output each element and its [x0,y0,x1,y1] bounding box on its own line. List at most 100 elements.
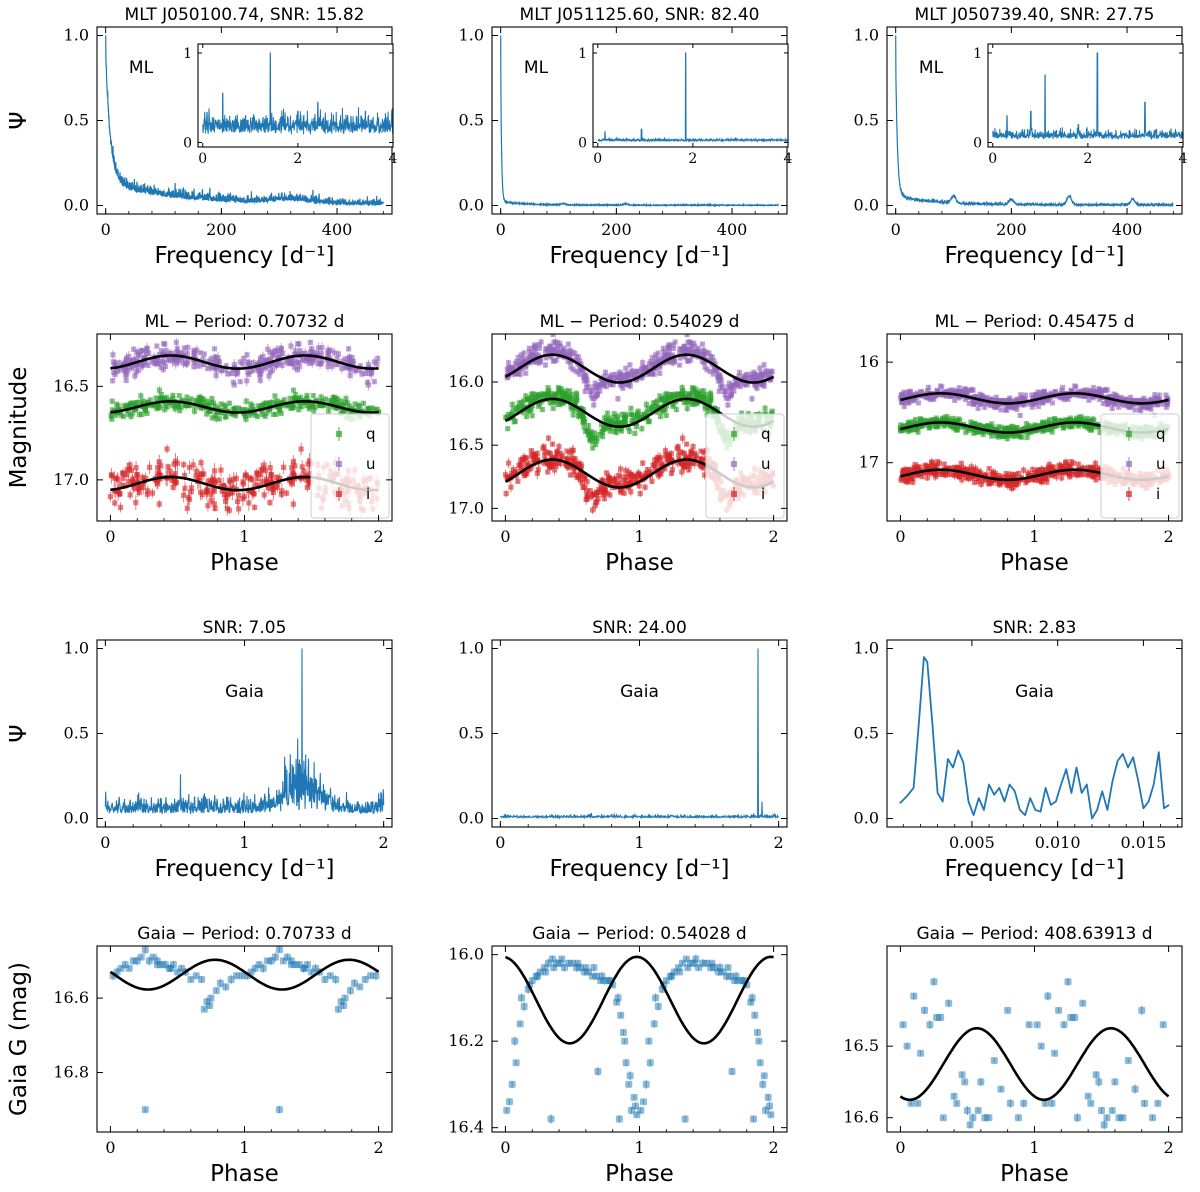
data-point [233,412,239,419]
data-point [684,441,690,447]
data-point [307,339,314,345]
data-point [340,358,346,364]
data-point [212,480,218,486]
data-point [509,411,515,418]
data-point [302,350,309,356]
data-point [127,462,133,468]
data-point [653,356,659,362]
panel-annotation: ML [129,58,154,78]
data-point [691,340,697,346]
data-point [576,412,582,418]
data-point [584,381,590,387]
data-point [369,405,376,411]
data-point [275,404,282,410]
data-point [139,474,146,480]
data-point [111,475,117,481]
data-point [206,402,212,409]
data-point [689,351,695,357]
data-point [158,348,164,354]
data-point [604,410,611,416]
data-point [509,401,515,407]
data-point [131,346,137,352]
data-point [518,352,525,358]
data-point [714,367,720,373]
data-point [230,411,236,417]
data-point [110,378,116,384]
data-point [678,393,685,400]
data-point [133,400,139,406]
data-point [230,485,236,491]
data-point [694,348,700,354]
data-point [233,475,239,481]
data-point [299,404,305,410]
data-point [706,399,712,405]
data-point [185,345,191,351]
data-point [655,360,661,366]
data-point [117,491,123,497]
data-point [123,471,130,478]
data-point [528,448,534,454]
data-point [112,500,118,506]
data-point [573,397,580,403]
data-point [515,354,521,361]
data-point [140,398,146,404]
data-point [591,430,598,436]
data-point [510,406,516,412]
data-point [681,348,687,355]
ytick-label: 0.0 [854,196,879,215]
data-point [223,494,229,500]
data-point [246,371,252,378]
data-point [344,400,350,406]
data-point [522,356,528,362]
data-point [615,396,621,402]
data-point [526,396,532,402]
data-point [710,371,716,377]
data-point [117,367,123,373]
data-point [259,408,265,414]
inset-frame [197,43,394,148]
data-point [581,378,587,384]
data-point [581,415,587,422]
data-point [131,485,137,491]
data-point [257,377,263,384]
ytick-label: 17.0 [53,470,89,489]
data-point [607,428,613,434]
data-point [683,399,689,405]
data-point [613,429,620,435]
data-point [669,467,675,473]
data-point [233,408,239,414]
data-point [284,402,290,408]
data-point [143,360,149,366]
data-point [683,393,689,400]
data-point [726,380,732,386]
data-point [371,379,377,385]
data-point [518,359,524,365]
data-point [137,353,143,359]
data-point [335,351,342,357]
data-point [570,412,576,418]
data-point [160,396,167,402]
data-point [585,422,592,429]
data-point [320,399,326,405]
data-point [292,348,299,354]
data-point [242,473,249,479]
data-point [274,484,280,490]
data-point [194,468,200,474]
inset-ytick-label: 0 [183,136,192,152]
data-point [619,412,625,418]
data-point [272,393,278,399]
data-point [172,470,179,477]
data-point [670,345,677,352]
data-point [144,345,150,351]
data-point [534,470,540,476]
data-point [615,422,621,428]
y-axis-label: Ψ [6,111,32,129]
data-point [140,347,146,354]
data-point [200,399,206,406]
data-point [325,363,331,370]
data-point [164,446,170,452]
data-point [251,491,257,497]
y-axis-label: Magnitude [6,367,32,489]
panel-title: MLT J051125.60, SNR: 82.40 [520,5,760,25]
data-point [553,357,560,363]
